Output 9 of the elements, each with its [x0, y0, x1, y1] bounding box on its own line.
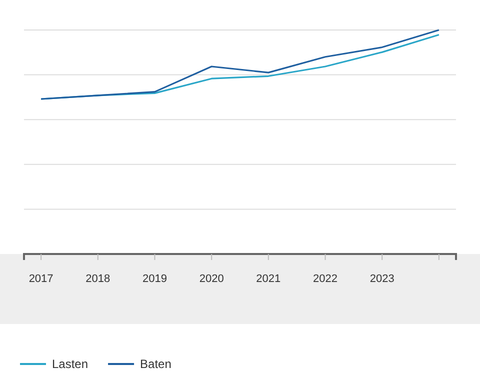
x-tick-label: 2018	[86, 272, 110, 285]
x-tick-label: 2017	[28, 272, 54, 285]
x-tick-label: 2022	[313, 272, 338, 285]
x-tick-label: 2023	[370, 272, 394, 285]
x-tick-label: 2019	[142, 272, 167, 285]
legend-label: Baten	[140, 357, 172, 371]
x-tick-label: 2021	[256, 272, 281, 285]
legend-label: Lasten	[52, 357, 88, 371]
x-tick-label: 2020	[199, 272, 224, 285]
